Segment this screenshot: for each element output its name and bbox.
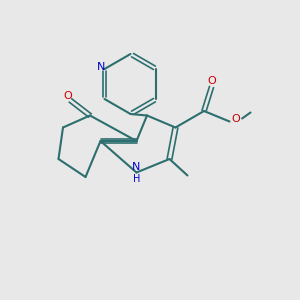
Text: H: H bbox=[133, 173, 140, 184]
Text: O: O bbox=[64, 91, 73, 101]
Text: O: O bbox=[207, 76, 216, 86]
Text: N: N bbox=[132, 162, 141, 172]
Text: O: O bbox=[232, 114, 241, 124]
Text: N: N bbox=[97, 62, 105, 73]
